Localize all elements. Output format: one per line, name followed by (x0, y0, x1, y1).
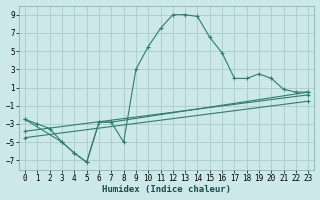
X-axis label: Humidex (Indice chaleur): Humidex (Indice chaleur) (102, 185, 231, 194)
